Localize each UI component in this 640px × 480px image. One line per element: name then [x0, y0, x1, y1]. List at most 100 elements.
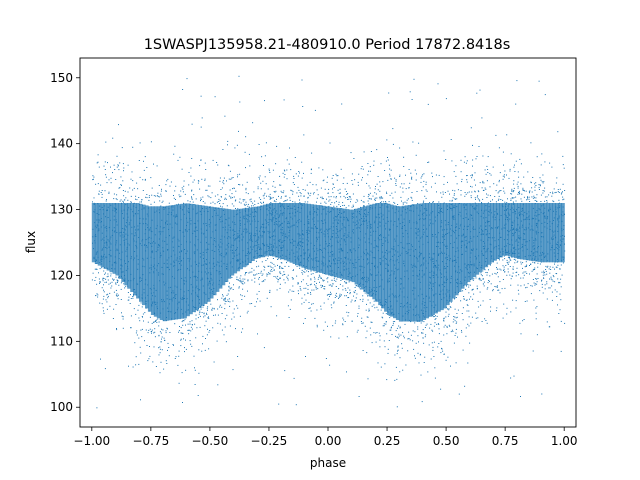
data-point	[123, 201, 124, 203]
data-point	[534, 269, 536, 270]
data-point	[383, 340, 385, 342]
data-point	[121, 147, 123, 149]
data-point	[402, 332, 404, 334]
data-point	[120, 282, 122, 284]
data-point	[258, 265, 260, 267]
data-point	[115, 276, 117, 278]
data-point	[354, 300, 356, 302]
data-point	[251, 279, 253, 281]
data-point	[227, 301, 229, 302]
data-point	[257, 298, 259, 300]
data-point	[319, 275, 321, 277]
data-point	[320, 286, 322, 288]
data-point	[205, 338, 206, 339]
data-point	[136, 330, 138, 332]
data-point	[413, 78, 415, 80]
data-point	[212, 159, 214, 161]
data-point	[274, 265, 276, 267]
data-point	[378, 332, 380, 334]
data-point	[470, 127, 472, 129]
data-point	[280, 273, 282, 275]
data-point	[244, 274, 246, 276]
data-point	[153, 163, 154, 165]
data-point	[332, 175, 334, 176]
data-point	[247, 279, 249, 281]
data-point	[357, 313, 359, 314]
data-point	[352, 204, 354, 206]
data-point	[503, 268, 505, 270]
data-point	[497, 192, 499, 194]
data-point	[533, 282, 535, 284]
data-point	[437, 346, 439, 348]
data-point	[408, 331, 410, 333]
data-point	[206, 312, 207, 314]
data-point	[429, 327, 431, 329]
data-point	[157, 192, 159, 194]
data-point	[104, 368, 106, 370]
data-point	[148, 358, 150, 360]
data-point	[200, 200, 201, 202]
data-point	[144, 340, 145, 342]
data-point	[103, 284, 104, 286]
data-point	[340, 196, 342, 198]
data-point	[195, 314, 197, 316]
data-point	[185, 324, 186, 326]
data-point	[153, 346, 155, 348]
data-point	[500, 199, 502, 200]
data-point	[411, 197, 413, 199]
data-point	[183, 202, 184, 204]
data-point	[515, 307, 517, 309]
data-point	[277, 258, 278, 260]
data-point	[308, 308, 310, 309]
data-point	[548, 268, 550, 270]
data-point	[519, 193, 521, 195]
data-point	[129, 187, 131, 189]
data-point	[303, 322, 304, 324]
data-point	[424, 327, 426, 328]
data-point	[146, 345, 148, 346]
data-point	[103, 278, 105, 279]
data-point	[334, 297, 336, 298]
data-point	[494, 286, 496, 287]
data-point	[457, 336, 458, 338]
data-point	[185, 369, 187, 371]
data-point	[535, 312, 537, 314]
data-point	[217, 164, 219, 166]
data-point	[105, 200, 107, 202]
data-point	[357, 329, 359, 331]
data-point	[221, 187, 223, 189]
data-point	[465, 288, 467, 290]
data-point	[109, 292, 111, 294]
data-point	[443, 183, 445, 185]
data-point	[466, 285, 467, 287]
data-point	[496, 267, 497, 268]
data-point	[405, 188, 407, 190]
data-point	[190, 343, 192, 345]
data-point	[509, 257, 510, 258]
data-point	[546, 196, 548, 198]
data-point	[105, 299, 107, 301]
data-point	[311, 152, 313, 154]
data-point	[181, 332, 183, 334]
data-point	[120, 299, 122, 300]
data-point	[454, 190, 456, 192]
data-point	[497, 276, 499, 278]
data-point	[146, 197, 148, 199]
data-point	[366, 303, 367, 305]
data-point	[512, 266, 514, 268]
data-point	[315, 285, 317, 287]
data-point	[249, 271, 251, 273]
data-point	[348, 205, 350, 207]
data-point	[202, 201, 204, 202]
data-point	[197, 395, 199, 396]
data-point	[172, 344, 174, 345]
data-point	[194, 367, 195, 369]
data-point	[341, 279, 343, 280]
data-point	[466, 304, 468, 306]
data-point	[463, 298, 465, 300]
data-point	[338, 296, 340, 298]
data-point	[258, 176, 260, 178]
data-point	[135, 356, 137, 358]
data-point	[182, 191, 184, 193]
data-point	[456, 321, 458, 323]
